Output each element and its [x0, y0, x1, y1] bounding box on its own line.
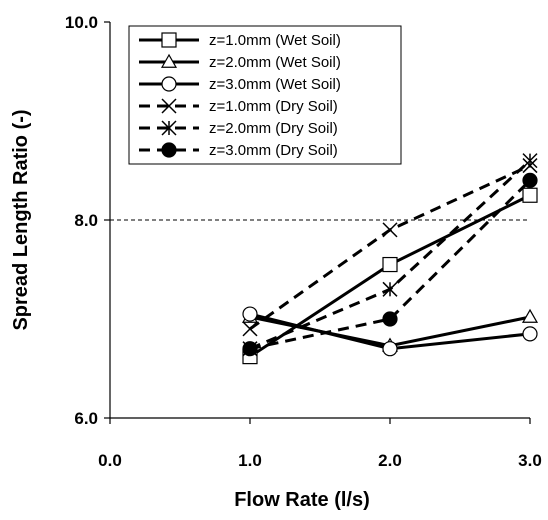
legend-marker: [161, 120, 177, 136]
series-layer: [241, 153, 539, 365]
series-3: [242, 306, 538, 357]
legend-label: z=3.0mm (Dry Soil): [209, 142, 338, 159]
legend-marker: [161, 98, 177, 114]
data-point: [522, 172, 538, 188]
legend-item: z=3.0mm (Dry Soil): [139, 142, 338, 159]
legend-marker: [160, 53, 178, 68]
data-point: [522, 326, 538, 342]
legend-label: z=3.0mm (Wet Soil): [209, 76, 341, 93]
y-tick-label: 10.0: [65, 13, 98, 32]
x-axis-title: Flow Rate (l/s): [234, 489, 370, 511]
legend-box: [128, 25, 402, 165]
data-point: [382, 281, 398, 297]
y-tick-label: 8.0: [74, 211, 98, 230]
legend-label: z=1.0mm (Dry Soil): [209, 98, 338, 115]
series-line: [249, 164, 531, 331]
data-point: [382, 341, 398, 357]
series-line: [249, 179, 532, 351]
x-tick-label: 1.0: [238, 451, 262, 470]
data-point: [242, 321, 258, 337]
data-point: [521, 308, 539, 323]
x-tick-label: 3.0: [518, 451, 542, 470]
legend-marker: [161, 32, 177, 48]
data-point: [242, 341, 258, 357]
y-axis-title: Spread Length Ratio (-): [10, 109, 32, 330]
legend-label: z=1.0mm (Wet Soil): [209, 32, 341, 49]
y-tick-label: 6.0: [74, 409, 98, 428]
legend-marker: [161, 76, 177, 92]
axes-layer: 0.0 1.0 2.0 3.0 6.0 8.0 10.0: [65, 13, 542, 470]
data-point: [382, 256, 398, 273]
series-6: [242, 172, 538, 357]
legend-item: z=1.0mm (Wet Soil): [139, 32, 341, 49]
data-point: [382, 311, 398, 327]
series-4: [242, 158, 538, 337]
legend-item: z=1.0mm (Dry Soil): [139, 98, 338, 115]
legend-label: z=2.0mm (Dry Soil): [209, 120, 338, 137]
data-point: [522, 153, 538, 169]
x-tick-label: 2.0: [378, 451, 402, 470]
x-tick-label: 0.0: [98, 451, 122, 470]
legend-item: z=2.0mm (Dry Soil): [139, 120, 338, 137]
legend-item: z=2.0mm (Wet Soil): [139, 53, 341, 71]
legend-marker: [161, 142, 177, 158]
data-point: [522, 187, 538, 203]
legend-label: z=2.0mm (Wet Soil): [209, 54, 341, 71]
data-point: [242, 306, 258, 322]
legend: z=1.0mm (Wet Soil) z=2.0mm (Wet Soil) z=3.…: [128, 25, 402, 165]
legend-item: z=3.0mm (Wet Soil): [139, 76, 341, 93]
data-point: [382, 222, 398, 238]
